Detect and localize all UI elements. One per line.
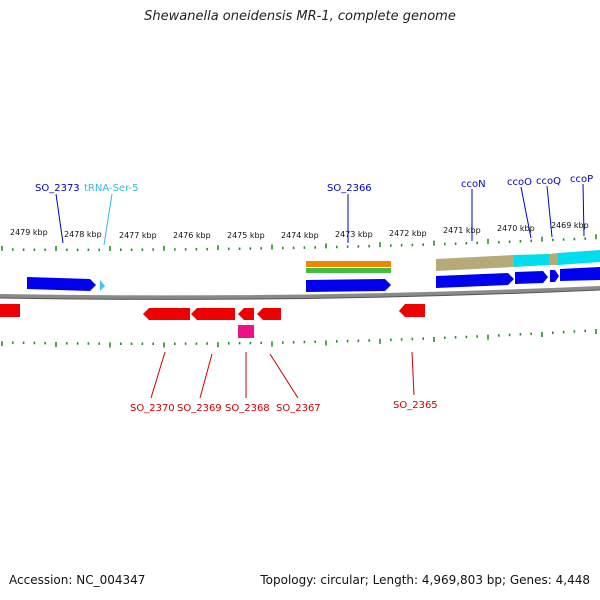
kbp-label: 2476 kbp	[173, 231, 211, 240]
gene-arrow-reverse[interactable]	[257, 308, 281, 320]
kbp-label: 2474 kbp	[281, 231, 319, 240]
gene-label-so2367[interactable]: SO_2367	[276, 403, 321, 414]
gene-arrow-forward[interactable]	[306, 279, 391, 292]
kbp-label: 2475 kbp	[227, 231, 265, 240]
gene-label-so2373[interactable]: SO_2373	[35, 183, 80, 194]
label-connector	[520, 186, 532, 239]
kbp-label: 2477 kbp	[119, 231, 157, 240]
gene-label-trna-ser5[interactable]: tRNA-Ser-5	[84, 183, 139, 194]
gene-label-so2369[interactable]: SO_2369	[177, 403, 222, 414]
gene-label-so2366[interactable]: SO_2366	[327, 183, 372, 194]
label-connector	[150, 351, 166, 399]
gene-arrow-reverse[interactable]	[0, 304, 20, 317]
label-connector	[55, 193, 64, 244]
gene-label-so2365[interactable]: SO_2365	[393, 400, 438, 411]
kbp-label: 2478 kbp	[64, 230, 102, 239]
gene-arrow-reverse[interactable]	[191, 308, 235, 320]
feature-cyan-2	[558, 250, 600, 265]
accession-text: Accession: NC_004347	[9, 573, 146, 587]
gene-label-so2370[interactable]: SO_2370	[130, 403, 175, 414]
feature-pink	[238, 325, 254, 338]
gene-label-ccoo[interactable]: ccoO	[507, 177, 532, 188]
label-connector	[582, 183, 585, 237]
trna-arrow[interactable]	[100, 280, 105, 291]
label-connector	[411, 351, 415, 396]
label-connector	[269, 353, 299, 399]
feature-green	[306, 268, 391, 273]
gene-arrow-forward[interactable]	[550, 270, 559, 282]
map-title: Shewanella oneidensis MR-1, complete gen…	[144, 9, 456, 24]
kbp-label: 2471 kbp	[443, 226, 481, 235]
label-connector	[103, 193, 113, 246]
feature-orange	[306, 261, 391, 267]
genome-backbone	[0, 286, 600, 300]
gene-arrow-reverse[interactable]	[238, 308, 254, 320]
feature-khaki-2	[549, 253, 558, 265]
gene-arrow-reverse[interactable]	[143, 308, 190, 320]
gene-label-so2368[interactable]: SO_2368	[225, 403, 270, 414]
gene-arrow-forward[interactable]	[27, 277, 96, 291]
genome-summary-text: Topology: circular; Length: 4,969,803 bp…	[260, 573, 590, 587]
kbp-label: 2473 kbp	[335, 230, 373, 239]
gene-arrow-forward[interactable]	[560, 267, 600, 281]
upper-tick-track	[1, 234, 597, 252]
genome-backbone-shadow	[0, 289, 600, 300]
label-connector	[546, 185, 553, 238]
kbp-label: 2469 kbp	[551, 221, 589, 230]
gene-label-ccon[interactable]: ccoN	[461, 179, 486, 190]
feature-cyan	[514, 254, 549, 267]
kbp-label: 2472 kbp	[389, 229, 427, 238]
kbp-label: 2470 kbp	[497, 224, 535, 233]
feature-khaki	[436, 255, 514, 271]
gene-label-ccop[interactable]: ccoP	[570, 174, 593, 185]
gene-arrow-reverse[interactable]	[399, 304, 425, 317]
gene-arrow-forward[interactable]	[436, 273, 514, 288]
gene-arrow-forward[interactable]	[515, 271, 548, 284]
lower-tick-track	[1, 329, 597, 348]
label-connector	[199, 353, 213, 399]
kbp-label: 2479 kbp	[10, 228, 48, 237]
gene-label-ccoq[interactable]: ccoQ	[536, 176, 561, 187]
